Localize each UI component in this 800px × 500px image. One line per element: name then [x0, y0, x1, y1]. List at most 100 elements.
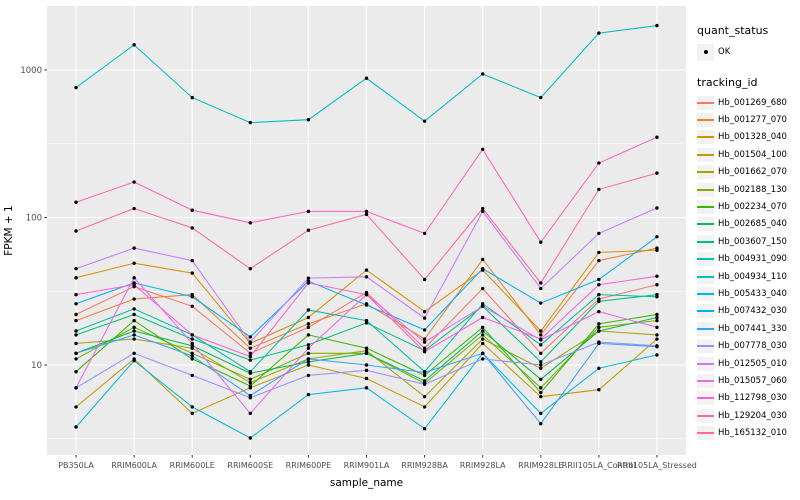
legend-item-label: Hb_007441_330	[718, 323, 787, 334]
data-point	[248, 335, 253, 339]
data-point	[597, 31, 601, 35]
data-point	[480, 304, 485, 309]
series-color-swatch	[697, 252, 714, 267]
legend-item-label: Hb_007432_030	[718, 306, 787, 317]
data-point	[306, 360, 311, 364]
legend-item[interactable]: Hb_129204_030	[697, 407, 799, 424]
data-point	[190, 373, 194, 378]
legend-item[interactable]: Hb_012505_010	[697, 355, 799, 372]
x-tick-label: RRIM928BA	[401, 461, 448, 470]
legend-item[interactable]: Hb_007441_330	[697, 320, 799, 337]
data-point	[248, 377, 253, 381]
legend-item[interactable]: Hb_004934_110	[697, 268, 799, 285]
data-point	[306, 346, 311, 350]
data-point	[480, 147, 485, 151]
data-point	[597, 231, 601, 236]
legend-item[interactable]: Hb_112798_030	[697, 390, 799, 407]
legend-item[interactable]: Hb_165132_010	[697, 424, 799, 441]
series-color-swatch	[697, 165, 714, 180]
data-point	[190, 405, 194, 409]
data-point	[74, 266, 78, 271]
series-color-swatch	[697, 321, 714, 336]
data-point	[655, 248, 659, 252]
data-point	[132, 206, 136, 211]
x-axis-title: sample_name	[330, 477, 403, 489]
x-tick-label: RRIM928LA	[460, 461, 506, 470]
data-point	[190, 258, 194, 263]
data-point	[422, 373, 427, 378]
data-point	[248, 120, 253, 125]
legend-item[interactable]: Hb_001504_100	[697, 146, 799, 163]
legend-item[interactable]: Hb_001662_070	[697, 164, 799, 181]
legend: quant_status OK tracking_id Hb_001269_68…	[697, 24, 799, 442]
legend-item[interactable]: Hb_007778_030	[697, 337, 799, 354]
legend-item[interactable]: Hb_005433_040	[697, 285, 799, 302]
data-point	[132, 307, 136, 311]
data-point	[480, 329, 485, 333]
data-point	[74, 425, 78, 429]
data-point	[190, 411, 194, 416]
data-point	[655, 135, 659, 139]
series-line-icon	[697, 119, 714, 122]
series-color-swatch	[697, 373, 714, 388]
series-line-icon	[697, 171, 714, 174]
legend-item[interactable]: Hb_001277_070	[697, 111, 799, 128]
data-point	[132, 325, 136, 330]
data-point	[74, 85, 78, 90]
legend-item-label: Hb_015057_060	[718, 375, 787, 386]
data-point	[480, 315, 485, 320]
legend-item-label: Hb_001328_040	[718, 132, 787, 143]
data-point	[422, 405, 427, 409]
legend-item[interactable]: Hb_002234_070	[697, 198, 799, 215]
data-point	[364, 386, 369, 390]
data-point	[190, 333, 194, 337]
legend-item[interactable]: Hb_001328_040	[697, 129, 799, 146]
data-point	[306, 209, 311, 214]
legend-item[interactable]: Hb_015057_060	[697, 372, 799, 389]
legend-item-label: Hb_001269_680	[718, 97, 787, 108]
data-point	[364, 209, 369, 214]
data-point	[74, 405, 78, 409]
data-point	[190, 346, 194, 350]
data-point	[190, 354, 194, 358]
data-point	[364, 292, 369, 297]
data-point	[597, 277, 601, 282]
data-point	[248, 370, 253, 374]
data-point	[655, 171, 659, 175]
data-point	[480, 266, 485, 271]
data-point	[132, 337, 136, 341]
data-point	[364, 318, 369, 323]
data-point	[306, 308, 311, 312]
data-point	[248, 351, 253, 356]
legend-item[interactable]: Hb_004931_090	[697, 251, 799, 268]
legend-item-label: Hb_002685_040	[718, 219, 787, 230]
data-point	[655, 315, 659, 320]
series-line-icon	[697, 101, 714, 104]
series-color-swatch	[697, 269, 714, 284]
data-point	[132, 283, 136, 287]
data-point	[74, 357, 78, 361]
y-axis-title: FPKM + 1	[3, 205, 15, 255]
data-point	[655, 274, 659, 278]
legend-item-label: Hb_003607_150	[718, 236, 787, 247]
data-point	[480, 357, 485, 361]
legend-item[interactable]: Hb_002685_040	[697, 216, 799, 233]
data-point	[248, 340, 253, 344]
data-point	[132, 43, 136, 47]
series-line-icon	[697, 258, 714, 261]
legend-item[interactable]: Hb_003607_150	[697, 233, 799, 250]
legend-item[interactable]: Hb_001269_680	[697, 94, 799, 111]
data-point	[364, 346, 369, 350]
legend-item[interactable]: Hb_002188_130	[697, 181, 799, 198]
data-point	[306, 392, 311, 397]
series-color-swatch	[697, 200, 714, 215]
legend-item[interactable]: Hb_007432_030	[697, 303, 799, 320]
data-point	[190, 295, 194, 299]
legend-item-ok[interactable]: OK	[697, 42, 799, 62]
legend-item-label: Hb_001662_070	[718, 167, 787, 178]
series-line-icon	[697, 153, 714, 156]
data-point	[190, 95, 194, 100]
data-point	[306, 276, 311, 280]
data-point	[306, 322, 311, 326]
